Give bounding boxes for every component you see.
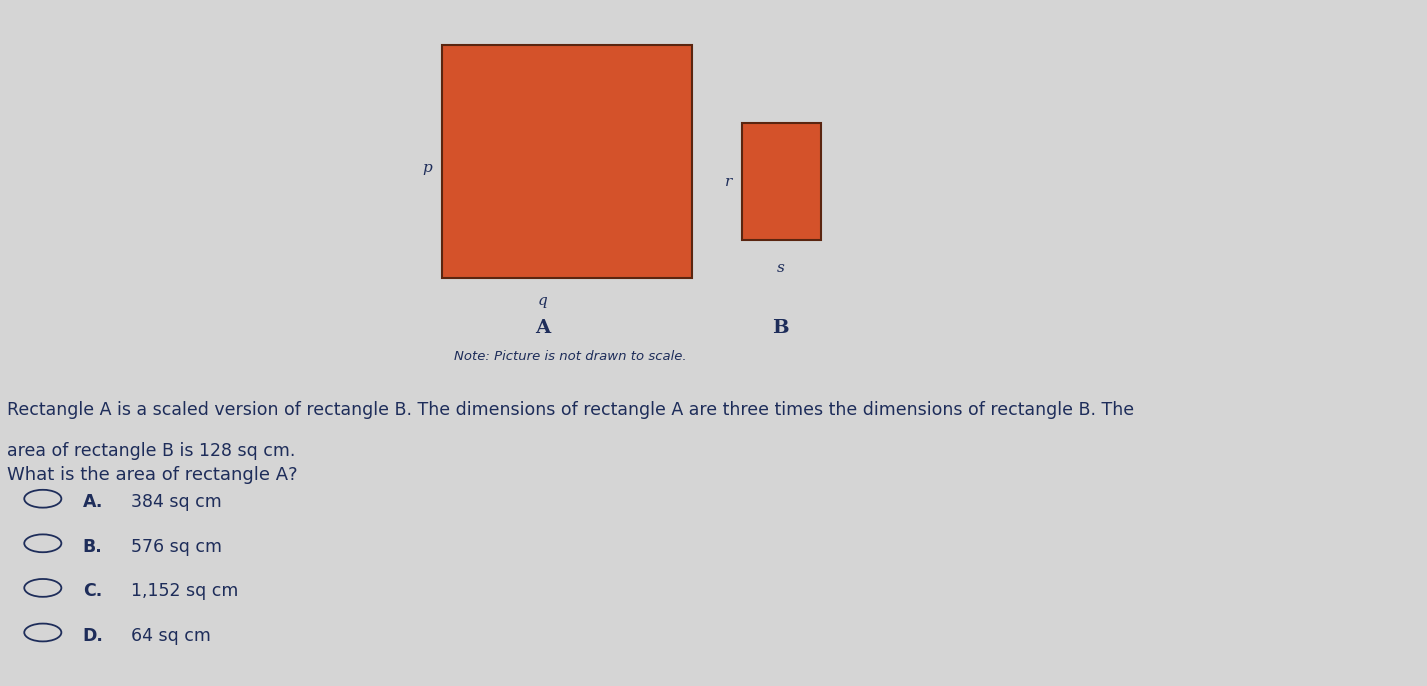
Text: 64 sq cm: 64 sq cm [131, 627, 211, 645]
Text: B: B [772, 319, 789, 337]
Text: s: s [776, 261, 785, 274]
Text: Rectangle A is a scaled version of rectangle B. The dimensions of rectangle A ar: Rectangle A is a scaled version of recta… [7, 401, 1134, 419]
Bar [442, 45, 692, 278]
Text: 384 sq cm: 384 sq cm [131, 493, 223, 511]
Text: What is the area of rectangle A?: What is the area of rectangle A? [7, 466, 298, 484]
Text: p: p [422, 161, 432, 175]
Text: B.: B. [83, 538, 103, 556]
Text: D.: D. [83, 627, 104, 645]
Text: Note: Picture is not drawn to scale.: Note: Picture is not drawn to scale. [454, 350, 688, 363]
Text: 576 sq cm: 576 sq cm [131, 538, 223, 556]
Text: r: r [725, 175, 732, 189]
Text: A.: A. [83, 493, 103, 511]
Text: 1,152 sq cm: 1,152 sq cm [131, 582, 238, 600]
Text: C.: C. [83, 582, 101, 600]
Text: A: A [535, 319, 549, 337]
Text: q: q [538, 294, 547, 307]
Text: area of rectangle B is 128 sq cm.: area of rectangle B is 128 sq cm. [7, 442, 295, 460]
Bar [742, 123, 821, 240]
